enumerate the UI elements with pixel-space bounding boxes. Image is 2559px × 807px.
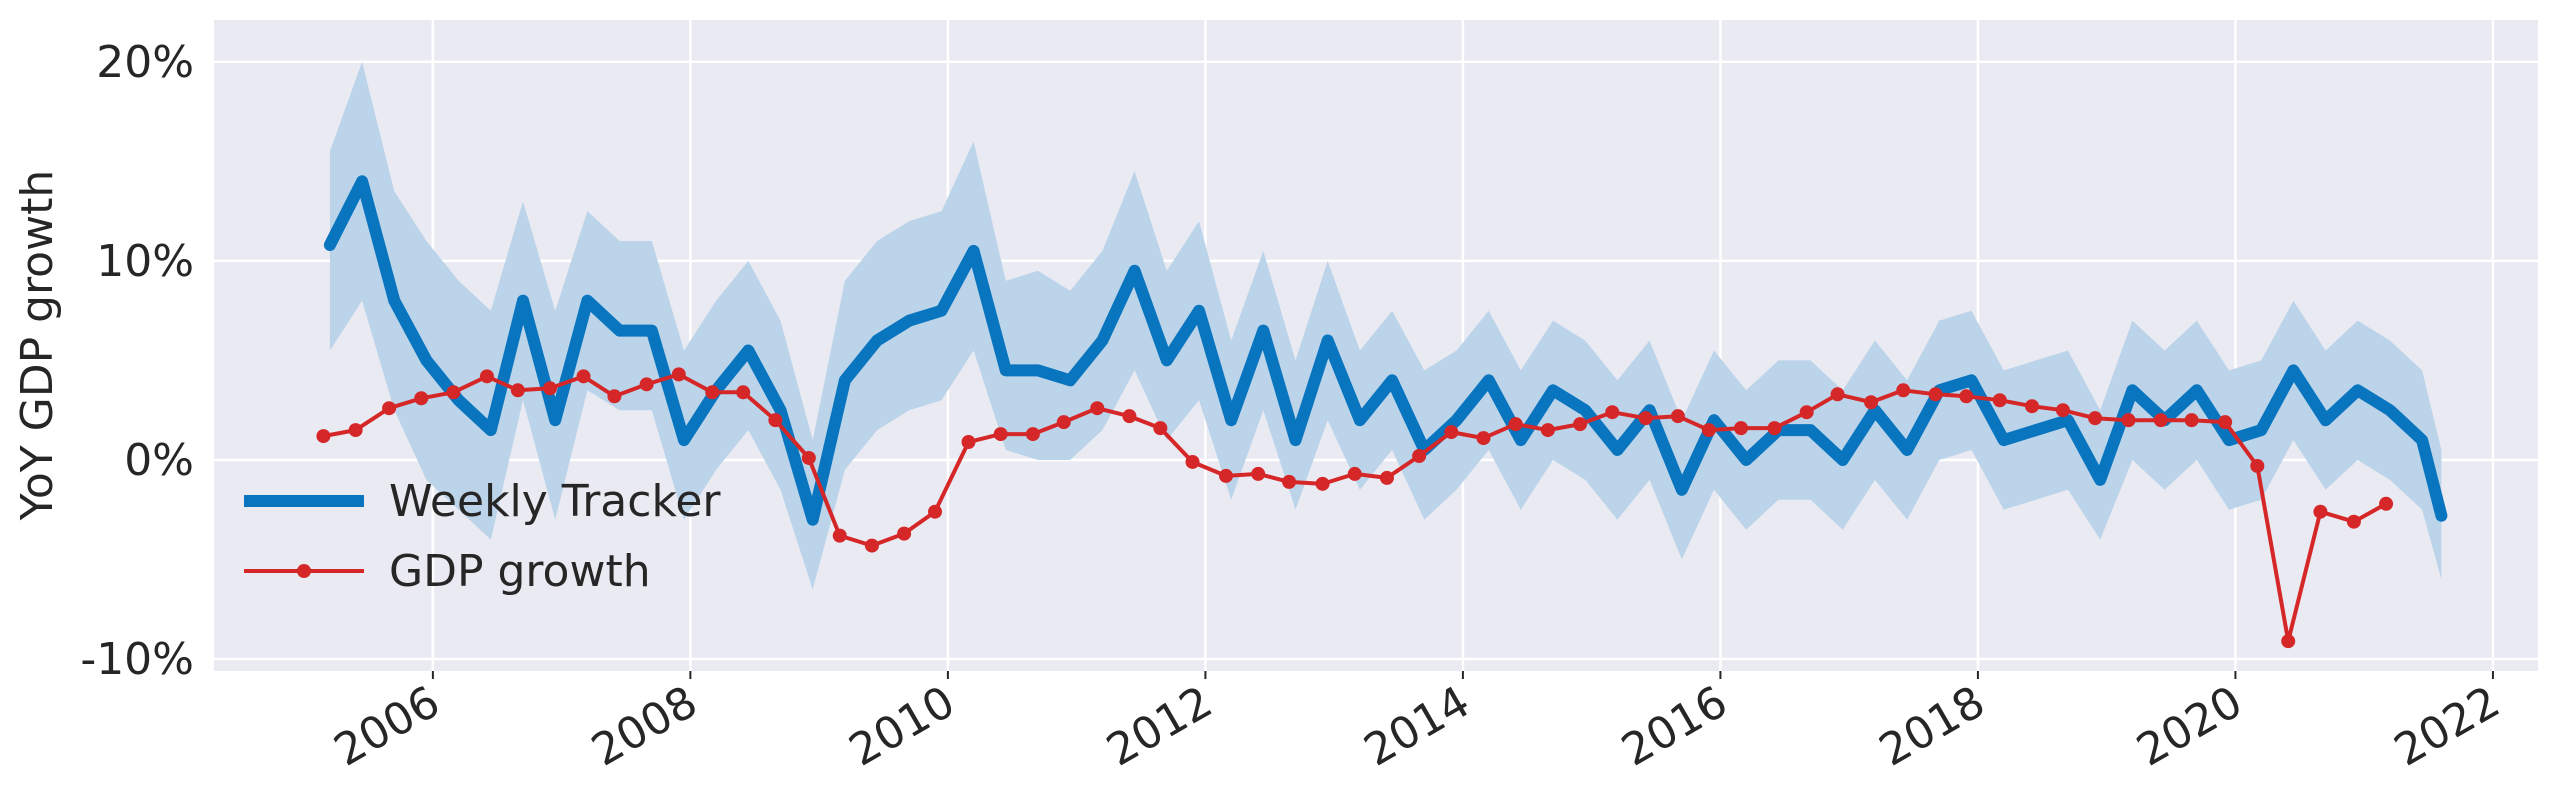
data-point bbox=[1251, 466, 1266, 481]
data-point bbox=[1025, 427, 1040, 442]
legend: Weekly Tracker GDP growth bbox=[244, 476, 721, 597]
data-point bbox=[382, 401, 397, 416]
data-point bbox=[1476, 431, 1491, 446]
y-tick-label: 0% bbox=[124, 435, 194, 486]
data-point bbox=[2024, 399, 2039, 414]
data-point bbox=[1767, 421, 1782, 436]
confidence-band bbox=[329, 61, 2442, 590]
data-point bbox=[671, 367, 686, 382]
data-point bbox=[576, 369, 591, 384]
y-tick-label: 10% bbox=[96, 236, 194, 287]
data-point bbox=[1185, 454, 1200, 469]
data-point bbox=[1090, 401, 1105, 416]
data-point bbox=[2121, 413, 2136, 428]
data-point bbox=[1864, 395, 1879, 410]
data-point bbox=[1282, 474, 1297, 489]
data-point bbox=[1444, 425, 1459, 440]
data-point bbox=[639, 377, 654, 392]
data-point bbox=[1830, 387, 1845, 402]
data-point bbox=[607, 389, 622, 404]
data-point bbox=[832, 528, 847, 543]
data-point bbox=[348, 423, 363, 438]
data-point bbox=[1734, 421, 1749, 436]
y-axis-label: YoY GDP growth bbox=[12, 170, 63, 521]
data-point bbox=[1959, 389, 1974, 404]
data-point bbox=[1540, 423, 1555, 438]
data-point bbox=[2313, 504, 2328, 519]
legend-marker bbox=[297, 564, 311, 578]
data-point bbox=[446, 385, 461, 400]
data-point bbox=[1056, 415, 1071, 430]
data-point bbox=[736, 385, 751, 400]
data-point bbox=[2281, 634, 2296, 649]
data-point bbox=[1638, 411, 1653, 426]
data-point bbox=[1122, 409, 1137, 424]
data-point bbox=[2346, 514, 2361, 529]
data-point bbox=[479, 369, 494, 384]
data-point bbox=[1153, 421, 1168, 436]
data-point bbox=[2379, 496, 2394, 511]
data-point bbox=[2250, 458, 2265, 473]
data-point bbox=[897, 526, 912, 541]
data-point bbox=[2218, 415, 2233, 430]
y-tick-label: 20% bbox=[96, 37, 194, 88]
marks bbox=[316, 61, 2448, 649]
series-line bbox=[323, 175, 2448, 526]
data-point bbox=[1315, 476, 1330, 491]
data-point bbox=[2153, 413, 2168, 428]
data-point bbox=[1799, 405, 1814, 420]
data-point bbox=[864, 538, 879, 553]
y-tick-label: -10% bbox=[80, 634, 194, 685]
data-point bbox=[2055, 403, 2070, 418]
legend-label: GDP growth bbox=[389, 546, 651, 597]
data-point bbox=[1347, 466, 1362, 481]
data-point bbox=[2184, 413, 2199, 428]
data-point bbox=[705, 385, 720, 400]
data-point bbox=[1573, 417, 1588, 432]
data-point bbox=[768, 413, 783, 428]
data-point bbox=[993, 427, 1008, 442]
data-point bbox=[1605, 405, 1620, 420]
data-point bbox=[1896, 383, 1911, 398]
data-point bbox=[1928, 387, 1943, 402]
data-point bbox=[928, 504, 943, 519]
data-point bbox=[1992, 393, 2007, 408]
data-point bbox=[543, 381, 558, 396]
data-point bbox=[1379, 470, 1394, 485]
data-point bbox=[1701, 423, 1716, 438]
data-point bbox=[961, 435, 976, 450]
data-point bbox=[2088, 411, 2103, 426]
data-point bbox=[414, 391, 429, 406]
data-point bbox=[1219, 468, 1234, 483]
data-point bbox=[316, 429, 331, 444]
legend-label: Weekly Tracker bbox=[389, 476, 721, 527]
data-point bbox=[1508, 417, 1523, 432]
data-point bbox=[510, 383, 525, 398]
data-point bbox=[801, 450, 816, 465]
data-point bbox=[1670, 409, 1685, 424]
data-point bbox=[1412, 448, 1427, 463]
